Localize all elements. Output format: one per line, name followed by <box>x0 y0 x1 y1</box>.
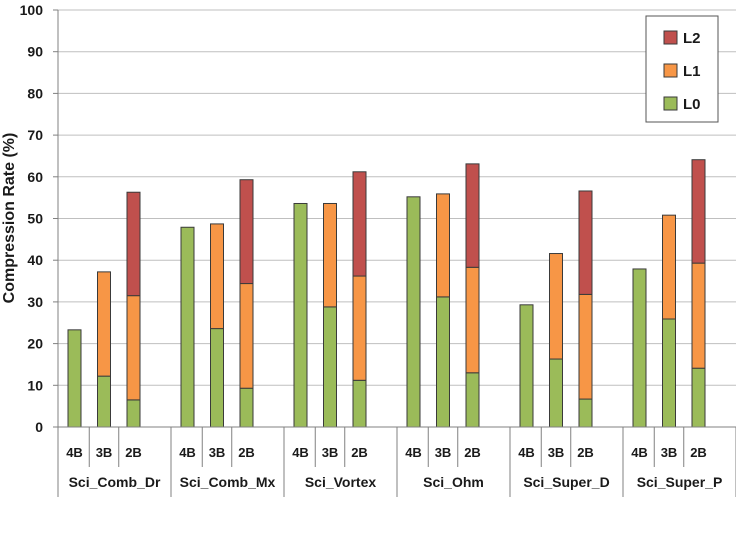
bar-segment-l2 <box>578 190 593 295</box>
bar-segment-l0 <box>519 304 534 428</box>
x-category-label: 4B <box>631 445 648 460</box>
x-category-label: 2B <box>464 445 481 460</box>
x-category-label: 4B <box>292 445 309 460</box>
bar-segment-l0 <box>691 367 706 428</box>
bar-segment-l0 <box>549 358 563 428</box>
x-category-label: 2B <box>125 445 142 460</box>
x-category-label: 3B <box>548 445 565 460</box>
bars <box>67 159 706 428</box>
bar-segment-l1 <box>97 271 111 377</box>
x-category-label: 4B <box>518 445 535 460</box>
y-tick-label: 10 <box>27 377 43 393</box>
x-category-label: 4B <box>179 445 196 460</box>
bar-segment-l2 <box>352 171 367 277</box>
bar-segment-l1 <box>578 293 593 400</box>
bar-segment-l0 <box>465 372 480 428</box>
bar-segment-l0 <box>210 328 224 428</box>
x-category-label: 3B <box>322 445 339 460</box>
bar-segment-l1 <box>691 262 706 369</box>
bar-segment-l0 <box>323 306 337 428</box>
x-group-label: Sci_Super_D <box>523 474 609 490</box>
bar-segment-l0 <box>662 318 676 428</box>
bar-segment-l2 <box>126 191 141 297</box>
x-category-label: 3B <box>435 445 452 460</box>
legend-label-l0: L0 <box>683 96 701 113</box>
x-category-label: 2B <box>577 445 594 460</box>
x-category-label: 2B <box>690 445 707 460</box>
x-group-label: Sci_Comb_Mx <box>180 474 276 490</box>
legend-swatch-l1 <box>663 63 678 78</box>
axes: 0 10 20 30 40 50 60 70 80 90 100 4B 3B 2B Sci_Comb_Dr 4… <box>20 2 736 497</box>
y-tick-label: 40 <box>27 252 43 268</box>
y-tick-label: 0 <box>35 419 43 435</box>
y-tick-label: 20 <box>27 336 43 352</box>
bar-segment-l0 <box>436 296 450 428</box>
legend: L2 L1 L0 <box>645 15 719 123</box>
legend-swatch-l0 <box>663 96 678 111</box>
bar-segment-l1 <box>352 275 367 381</box>
bar-segment-l1 <box>549 253 563 360</box>
x-group-label: Sci_Vortex <box>305 474 377 490</box>
x-category-label: 3B <box>661 445 678 460</box>
x-category-label: 2B <box>238 445 255 460</box>
bar-segment-l0 <box>180 226 195 428</box>
x-group-label: Sci_Comb_Dr <box>69 474 161 490</box>
bar-segment-l1 <box>323 202 337 308</box>
x-category-label: 3B <box>96 445 113 460</box>
y-tick-label: 60 <box>27 169 43 185</box>
bar-segment-l0 <box>293 202 308 428</box>
bar-segment-l2 <box>239 179 254 285</box>
x-category-label: 4B <box>66 445 83 460</box>
bar-segment-l0 <box>67 329 82 428</box>
y-tick-label: 100 <box>20 2 44 18</box>
bar-segment-l1 <box>662 214 676 320</box>
y-axis-title: Compression Rate (%) <box>1 133 18 304</box>
bar-segment-l0 <box>97 375 111 428</box>
x-group-label: Sci_Ohm <box>423 474 484 490</box>
y-tick-label: 80 <box>27 85 43 101</box>
bar-segment-l0 <box>239 387 254 428</box>
legend-swatch-l2 <box>663 30 678 45</box>
bar-segment-l0 <box>126 399 141 428</box>
legend-label-l1: L1 <box>683 63 701 80</box>
legend-box <box>645 15 719 123</box>
bar-segment-l1 <box>210 223 224 330</box>
gridlines <box>58 9 736 386</box>
bar-segment-l0 <box>352 379 367 428</box>
legend-label-l2: L2 <box>683 30 701 47</box>
bar-segment-l0 <box>406 196 421 428</box>
x-category-label: 3B <box>209 445 226 460</box>
bar-segment-l2 <box>691 159 706 264</box>
bar-segment-l0 <box>632 268 647 428</box>
y-tick-label: 30 <box>27 294 43 310</box>
x-category-label: 2B <box>351 445 368 460</box>
bar-segment-l1 <box>239 283 254 389</box>
bar-segment-l2 <box>465 163 480 268</box>
x-category-label: 4B <box>405 445 422 460</box>
bar-segment-l1 <box>436 193 450 298</box>
x-group-label: Sci_Super_P <box>637 474 723 490</box>
y-tick-label: 90 <box>27 44 43 60</box>
bar-segment-l1 <box>465 266 480 374</box>
bar-segment-l1 <box>126 295 141 401</box>
bar-segment-l0 <box>578 398 593 428</box>
y-tick-label: 50 <box>27 211 43 227</box>
y-tick-label: 70 <box>27 127 43 143</box>
